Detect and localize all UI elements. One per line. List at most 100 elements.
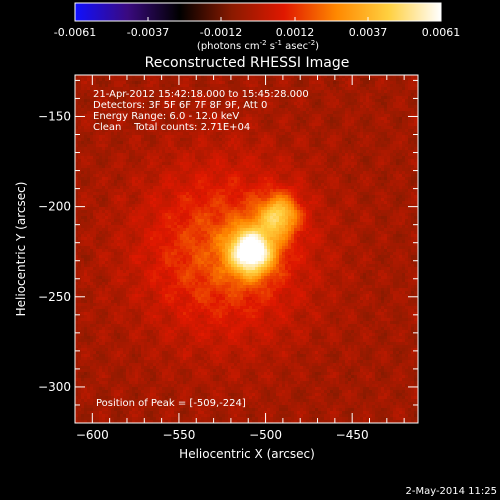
heatmap-cell — [321, 111, 325, 115]
heatmap-cell — [405, 147, 409, 151]
heatmap-cell — [75, 111, 79, 115]
heatmap-cell — [408, 150, 412, 154]
heatmap-cell — [351, 123, 355, 127]
heatmap-cell — [225, 159, 229, 163]
heatmap-cell — [222, 150, 226, 154]
heatmap-cell — [237, 129, 241, 133]
heatmap-cell — [300, 162, 304, 166]
heatmap-cell — [390, 96, 394, 100]
heatmap-cell — [186, 108, 190, 112]
heatmap-cell — [96, 120, 100, 124]
heatmap-cell — [315, 102, 319, 106]
heatmap-cell — [375, 78, 379, 82]
heatmap-cell — [213, 150, 217, 154]
heatmap-cell — [363, 138, 367, 142]
heatmap-cell — [411, 132, 415, 136]
heatmap-cell — [327, 123, 331, 127]
heatmap-cell — [309, 99, 313, 103]
heatmap-cell — [405, 162, 409, 166]
heatmap-cell — [204, 150, 208, 154]
heatmap-cell — [414, 129, 418, 133]
heatmap-cell — [132, 87, 136, 91]
heatmap-cell — [159, 135, 163, 139]
heatmap-cell — [195, 90, 199, 94]
heatmap-cell — [165, 102, 169, 106]
heatmap-cell — [204, 96, 208, 100]
heatmap-cell — [255, 132, 259, 136]
heatmap-cell — [354, 117, 358, 121]
heatmap-cell — [195, 99, 199, 103]
heatmap-cell — [108, 147, 112, 151]
heatmap-cell — [78, 81, 82, 85]
heatmap-cell — [177, 132, 181, 136]
heatmap-cell — [249, 111, 253, 115]
heatmap-cell — [378, 150, 382, 154]
heatmap-cell — [225, 105, 229, 109]
heatmap-cell — [111, 78, 115, 82]
heatmap-cell — [192, 81, 196, 85]
heatmap-cell — [84, 147, 88, 151]
heatmap-cell — [252, 75, 256, 79]
heatmap-cell — [123, 123, 127, 127]
heatmap-cell — [126, 81, 130, 85]
heatmap-cell — [282, 81, 286, 85]
heatmap-cell — [306, 117, 310, 121]
heatmap-cell — [213, 123, 217, 127]
heatmap-cell — [120, 141, 124, 145]
heatmap-cell — [210, 105, 214, 109]
heatmap-cell — [135, 84, 139, 88]
heatmap-cell — [207, 108, 211, 112]
heatmap-cell — [186, 147, 190, 151]
heatmap-cell — [273, 117, 277, 121]
heatmap-cell — [414, 117, 418, 121]
heatmap-cell — [369, 81, 373, 85]
heatmap-cell — [372, 138, 376, 142]
heatmap-cell — [291, 135, 295, 139]
heatmap-cell — [78, 144, 82, 148]
heatmap-cell — [177, 90, 181, 94]
heatmap-cell — [267, 99, 271, 103]
heatmap-cell — [330, 156, 334, 160]
heatmap-cell — [117, 96, 121, 100]
heatmap-cell — [126, 162, 130, 166]
heatmap-cell — [360, 117, 364, 121]
heatmap-cell — [318, 165, 322, 169]
heatmap-cell — [111, 90, 115, 94]
heatmap-cell — [327, 75, 331, 79]
heatmap-cell — [258, 93, 262, 97]
heatmap-cell — [408, 105, 412, 109]
heatmap-cell — [87, 114, 91, 118]
heatmap-cell — [327, 138, 331, 142]
heatmap-cell — [198, 150, 202, 154]
heatmap-cell — [318, 123, 322, 127]
heatmap-cell — [318, 114, 322, 118]
heatmap-cell — [243, 99, 247, 103]
heatmap-cell — [345, 108, 349, 112]
heatmap-cell — [390, 90, 394, 94]
heatmap-cell — [402, 126, 406, 130]
heatmap-cell — [255, 93, 259, 97]
heatmap-cell — [81, 162, 85, 166]
heatmap-cell — [240, 87, 244, 91]
heatmap-cell — [171, 126, 175, 130]
heatmap-cell — [156, 150, 160, 154]
heatmap-cell — [78, 132, 82, 136]
heatmap-cell — [213, 78, 217, 82]
heatmap-cell — [141, 153, 145, 157]
heatmap-cell — [366, 93, 370, 97]
heatmap-cell — [225, 165, 229, 169]
heatmap-cell — [147, 129, 151, 133]
heatmap-cell — [174, 75, 178, 79]
heatmap-cell — [342, 102, 346, 106]
heatmap-cell — [360, 120, 364, 124]
heatmap-cell — [156, 129, 160, 133]
heatmap-cell — [306, 105, 310, 109]
heatmap-cell — [228, 90, 232, 94]
heatmap-cell — [393, 108, 397, 112]
heatmap-cell — [144, 114, 148, 118]
heatmap-cell — [162, 81, 166, 85]
heatmap-cell — [378, 132, 382, 136]
heatmap-cell — [333, 114, 337, 118]
heatmap-cell — [192, 114, 196, 118]
heatmap-cell — [246, 129, 250, 133]
